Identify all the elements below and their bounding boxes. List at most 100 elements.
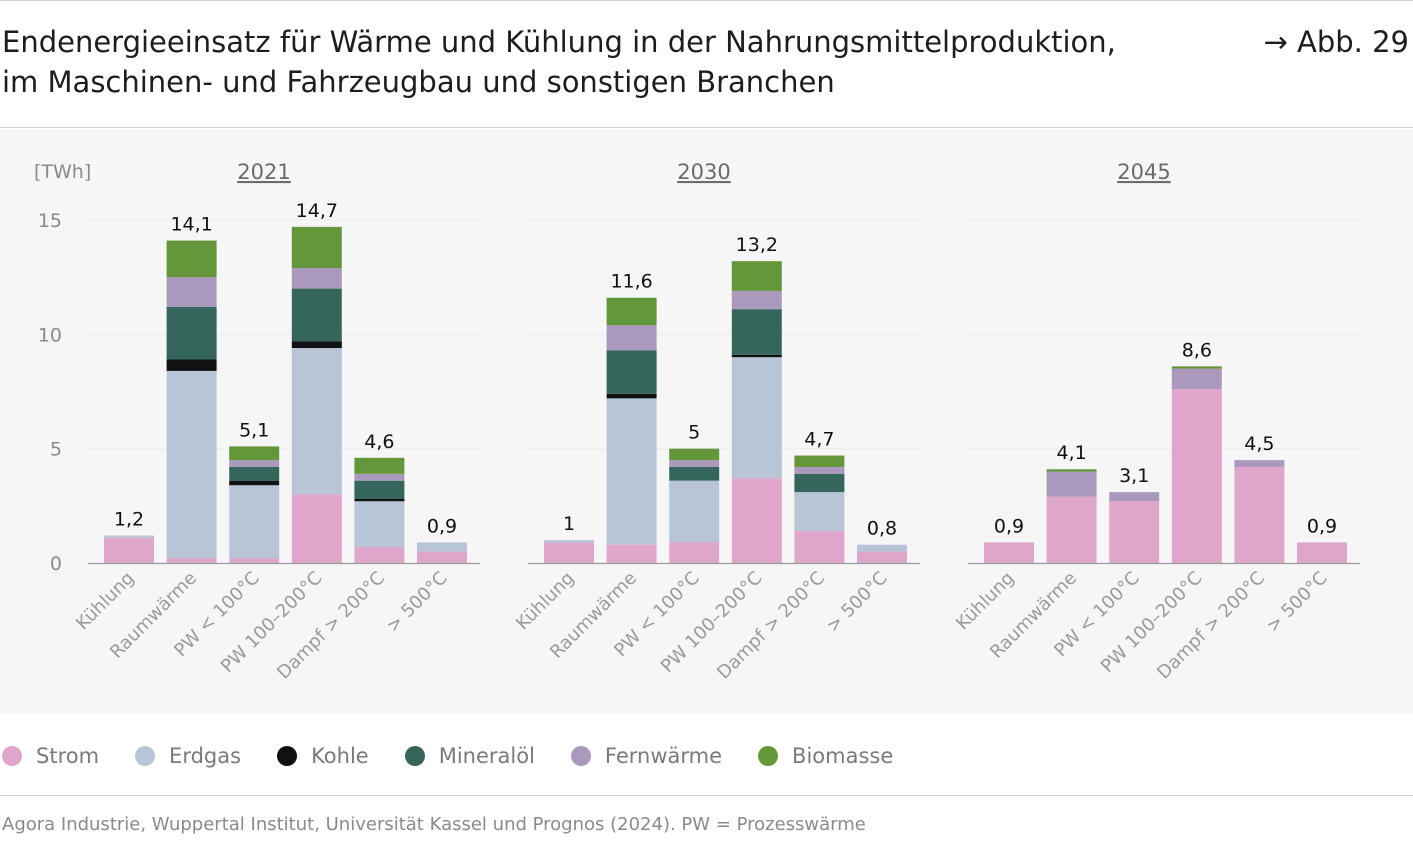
bar-segment-2045-raumwärme-fernwärme	[1046, 471, 1097, 497]
y-tick-label: 0	[50, 553, 62, 575]
bar-segment-2045-raumwärme-biomasse	[1046, 469, 1097, 472]
category-label-2045-dampf-200-c: Dampf > 200°C	[1153, 568, 1269, 684]
chart-title: Endenergieeinsatz für Wärme und Kühlung …	[2, 22, 1182, 102]
bar-segment-2030-pw-100-200-c-mineralöl	[731, 309, 782, 355]
total-label-2030-raumwärme: 11,6	[610, 271, 652, 293]
total-label-2021-raumwärme: 14,1	[170, 214, 212, 236]
legend-swatch-erdgas	[135, 746, 156, 766]
y-tick-label: 5	[50, 439, 62, 461]
title-line-2: im Maschinen- und Fahrzeugbau und sonsti…	[2, 65, 835, 99]
bar-segment-2021-500-c-erdgas	[417, 542, 467, 552]
bar-segment-2045-raumwärme-strom	[1046, 496, 1097, 563]
legend-item-fernwaerme: Fernwärme	[570, 744, 723, 768]
bar-segment-2021-dampf-200-c-fernwärme	[354, 473, 405, 481]
bar-segment-2021-kühlung-strom	[104, 537, 154, 563]
bar-segment-2030-dampf-200-c-biomasse	[794, 455, 845, 467]
bar-segment-2021-raumwärme-kohle	[166, 359, 217, 371]
legend-swatch-fernwaerme	[570, 746, 591, 766]
bar-segment-2030-raumwärme-fernwärme	[606, 325, 657, 351]
bar-segment-2045-kühlung-strom	[984, 542, 1034, 563]
total-label-2021-kühlung: 1,2	[114, 509, 144, 531]
bar-segment-2030-raumwärme-strom	[606, 544, 657, 563]
category-label-2021-500-c: > 500°C	[382, 568, 451, 637]
bar-segment-2045-dampf-200-c-strom	[1234, 466, 1285, 563]
bar-segment-2021-raumwärme-biomasse	[166, 240, 217, 278]
y-tick-label: 10	[38, 324, 62, 346]
bar-segment-2021-dampf-200-c-mineralöl	[354, 480, 405, 499]
legend-swatch-kohle	[277, 746, 298, 766]
category-label-2030-500-c: > 500°C	[822, 568, 891, 637]
bar-segment-2030-raumwärme-erdgas	[606, 398, 657, 545]
total-label-2030-500-c: 0,8	[867, 518, 897, 540]
legend-label-fernwaerme: Fernwärme	[604, 744, 723, 768]
bar-segment-2021-raumwärme-fernwärme	[166, 277, 217, 307]
bar-segment-2030-dampf-200-c-mineralöl	[794, 473, 845, 493]
total-label-2045-kühlung: 0,9	[994, 515, 1024, 537]
total-label-2045-500-c: 0,9	[1307, 515, 1337, 537]
bar-segment-2045-dampf-200-c-fernwärme	[1234, 460, 1285, 467]
title-line-1: Endenergieeinsatz für Wärme und Kühlung …	[2, 25, 1116, 59]
legend-swatch-biomasse	[758, 746, 779, 766]
bar-segment-2045-pw-100-200-c-biomasse	[1171, 366, 1222, 369]
bar-segment-2030-pw-100-c-fernwärme	[669, 460, 720, 467]
bar-segment-2030-dampf-200-c-strom	[794, 530, 845, 563]
source-note: Agora Industrie, Wuppertal Institut, Uni…	[2, 814, 866, 835]
total-label-2021-dampf-200-c: 4,6	[364, 431, 394, 453]
bar-segment-2021-pw-100-200-c-kohle	[291, 341, 342, 349]
y-unit-label: [TWh]	[34, 161, 91, 183]
bar-segment-2030-raumwärme-kohle	[606, 393, 657, 399]
bar-segment-2030-raumwärme-biomasse	[606, 297, 657, 326]
bar-segment-2030-raumwärme-mineralöl	[606, 350, 657, 394]
bar-segment-2021-pw-100-c-mineralöl	[229, 466, 280, 481]
total-label-2045-dampf-200-c: 4,5	[1244, 433, 1274, 455]
figure-reference-link[interactable]: → Abb. 29	[1263, 25, 1409, 59]
bar-segment-2030-pw-100-c-strom	[669, 542, 720, 563]
bar-segment-2030-kühlung-strom	[544, 542, 594, 563]
bar-segment-2021-pw-100-c-kohle	[229, 480, 280, 486]
legend-label-mineraloel: Mineralöl	[438, 744, 535, 768]
bar-segment-2021-pw-100-c-biomasse	[229, 446, 280, 461]
bar-segment-2021-dampf-200-c-erdgas	[354, 501, 405, 547]
legend-item-biomasse: Biomasse	[758, 744, 893, 768]
bar-segment-2021-pw-100-200-c-biomasse	[291, 226, 342, 269]
total-label-2021-pw-100-200-c: 14,7	[296, 200, 338, 222]
legend-swatch-strom	[2, 746, 22, 766]
bar-segment-2030-pw-100-c-erdgas	[669, 480, 720, 543]
bar-segment-2021-raumwärme-strom	[166, 558, 217, 563]
bar-segment-2030-pw-100-c-mineralöl	[669, 466, 720, 481]
total-label-2030-pw-100-200-c: 13,2	[736, 234, 778, 256]
stacked-bar-chart: [TWh]05101520211,2Kühlung14,1Raumwärme5,…	[34, 160, 1360, 684]
total-label-2045-pw-100-c: 3,1	[1119, 465, 1149, 487]
bar-segment-2021-pw-100-200-c-strom	[291, 494, 342, 563]
bar-segment-2021-pw-100-200-c-mineralöl	[291, 288, 342, 342]
bar-segment-2030-500-c-erdgas	[857, 544, 907, 552]
total-label-2030-kühlung: 1	[563, 513, 575, 535]
bar-segment-2021-kühlung-erdgas	[104, 535, 154, 538]
legend-item-mineraloel: Mineralöl	[404, 744, 535, 768]
bar-segment-2021-dampf-200-c-strom	[354, 546, 405, 563]
total-label-2045-raumwärme: 4,1	[1056, 442, 1086, 464]
category-label-2030-dampf-200-c: Dampf > 200°C	[713, 568, 829, 684]
bar-segment-2045-500-c-strom	[1297, 542, 1347, 563]
total-label-2030-pw-100-c: 5	[688, 422, 700, 444]
category-label-2045-500-c: > 500°C	[1262, 568, 1331, 637]
bar-segment-2045-pw-100-200-c-fernwärme	[1171, 368, 1222, 390]
header-divider	[0, 127, 1413, 128]
total-label-2045-pw-100-200-c: 8,6	[1182, 339, 1212, 361]
bar-segment-2021-dampf-200-c-kohle	[354, 498, 405, 502]
bar-segment-2021-pw-100-c-erdgas	[229, 485, 280, 559]
panel-year-2030: 2030	[677, 160, 730, 184]
legend: Strom Erdgas Kohle Mineralöl Fernwärme B…	[0, 738, 929, 774]
bar-segment-2021-pw-100-200-c-erdgas	[291, 348, 342, 495]
bar-segment-2021-pw-100-200-c-fernwärme	[291, 268, 342, 289]
total-label-2021-500-c: 0,9	[427, 515, 457, 537]
legend-label-strom: Strom	[36, 744, 100, 768]
panel-year-2021: 2021	[237, 160, 290, 184]
bar-segment-2030-pw-100-200-c-kohle	[731, 354, 782, 358]
bar-segment-2021-raumwärme-mineralöl	[166, 306, 217, 360]
bar-segment-2030-pw-100-200-c-erdgas	[731, 357, 782, 479]
legend-label-kohle: Kohle	[311, 744, 369, 768]
panel-year-2045: 2045	[1117, 160, 1170, 184]
bar-segment-2030-500-c-strom	[857, 551, 907, 563]
total-label-2021-pw-100-c: 5,1	[239, 419, 269, 441]
